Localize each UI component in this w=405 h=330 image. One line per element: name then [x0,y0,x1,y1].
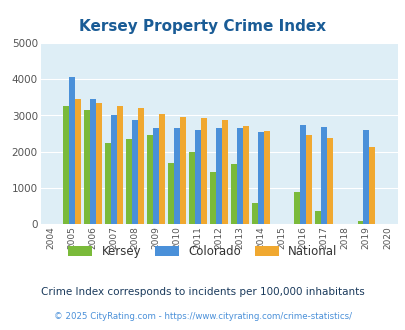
Bar [264,131,269,224]
Bar [195,130,200,224]
Bar [216,128,222,224]
Bar [231,164,237,224]
Text: Kersey Property Crime Index: Kersey Property Crime Index [79,19,326,34]
Bar [252,203,258,224]
Bar [75,99,81,224]
Text: Crime Index corresponds to incidents per 100,000 inhabitants: Crime Index corresponds to incidents per… [41,287,364,297]
Bar [174,128,180,224]
Bar [357,221,362,224]
Bar [321,127,326,224]
Bar [326,138,333,224]
Bar [300,125,305,224]
Bar [369,147,374,224]
Bar [315,211,321,224]
Bar [153,128,159,224]
Bar [243,126,249,224]
Legend: Kersey, Colorado, National: Kersey, Colorado, National [68,245,337,258]
Bar [168,163,174,224]
Bar [69,77,75,224]
Bar [105,143,111,224]
Bar [96,103,102,224]
Bar [362,130,369,224]
Bar [111,115,117,224]
Bar [117,106,123,224]
Bar [294,192,300,224]
Bar [258,132,264,224]
Bar [237,128,243,224]
Bar [90,99,96,224]
Bar [132,120,138,224]
Bar [189,152,195,224]
Bar [63,106,69,224]
Bar [222,120,228,224]
Bar [138,108,144,224]
Text: © 2025 CityRating.com - https://www.cityrating.com/crime-statistics/: © 2025 CityRating.com - https://www.city… [54,312,351,321]
Bar [147,135,153,224]
Bar [180,117,185,224]
Bar [84,110,90,224]
Bar [126,139,132,224]
Bar [200,118,207,224]
Bar [305,135,311,224]
Bar [210,172,216,224]
Bar [159,114,164,224]
